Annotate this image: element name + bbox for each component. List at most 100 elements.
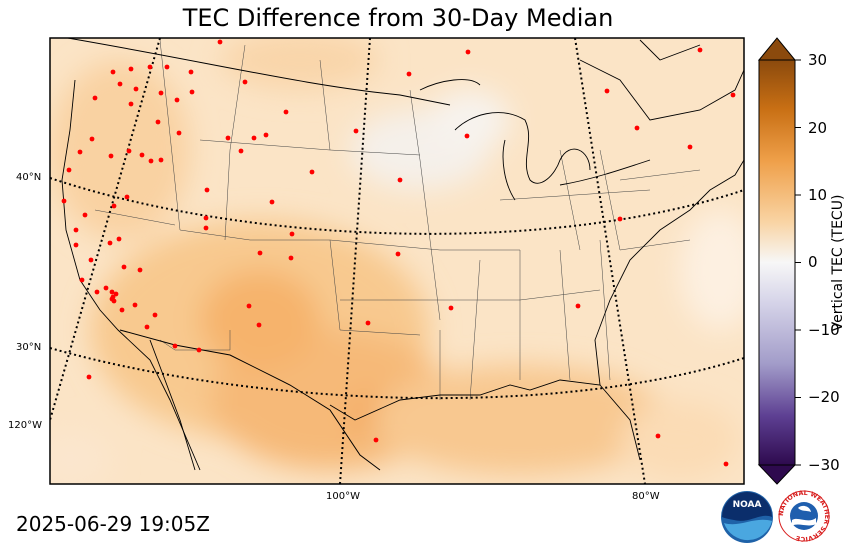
map-frame — [49, 37, 745, 485]
station-marker — [139, 152, 145, 158]
station-marker — [126, 148, 132, 154]
station-marker — [155, 119, 161, 125]
station-marker — [203, 215, 209, 221]
station-marker — [730, 92, 736, 98]
station-marker — [395, 251, 401, 257]
station-marker — [256, 322, 262, 328]
station-marker — [172, 343, 178, 349]
station-marker — [94, 289, 100, 295]
station-marker — [128, 101, 134, 107]
lat-label-40n: 40°N — [16, 172, 42, 183]
station-marker — [288, 255, 294, 261]
station-marker — [73, 227, 79, 233]
station-marker — [176, 130, 182, 136]
station-marker — [121, 264, 127, 270]
chart-title: TEC Difference from 30-Day Median — [182, 4, 614, 32]
station-marker — [113, 291, 119, 297]
station-marker — [617, 216, 623, 222]
station-marker — [204, 187, 210, 193]
station-marker — [109, 289, 115, 295]
station-marker — [189, 89, 195, 95]
station-marker — [88, 257, 94, 263]
station-marker — [196, 347, 202, 353]
state-boundaries — [94, 39, 701, 401]
station-marker — [111, 203, 117, 209]
station-marker — [353, 128, 359, 134]
lat-label-30n: 30°N — [16, 342, 42, 353]
station-marker — [263, 132, 269, 138]
station-marker — [448, 305, 454, 311]
station-marker — [246, 303, 252, 309]
station-marker — [225, 135, 231, 141]
colorbar-tick-30: 30 — [808, 51, 828, 69]
station-marker — [119, 307, 125, 313]
lon-label-120w: 120°W — [8, 420, 42, 431]
station-marker — [269, 199, 275, 205]
station-marker — [132, 302, 138, 308]
station-marker — [397, 177, 403, 183]
station-marker — [242, 79, 248, 85]
station-marker — [687, 144, 693, 150]
lon-label-100w: 100°W — [326, 491, 360, 502]
timestamp: 2025-06-29 19:05Z — [16, 512, 210, 536]
noaa-logo-icon: NOAA — [721, 491, 773, 543]
colorbar-tick-0: 0 — [808, 253, 818, 271]
station-marker — [117, 81, 123, 87]
station-marker — [251, 135, 257, 141]
station-marker — [147, 64, 153, 70]
coastlines — [61, 39, 744, 471]
graticule — [50, 38, 744, 484]
station-marker — [137, 267, 143, 273]
station-marker — [257, 250, 263, 256]
station-marker — [289, 231, 295, 237]
station-marker — [309, 169, 315, 175]
us-canada-border — [64, 38, 451, 106]
colorbar-tick-neg20: −20 — [808, 388, 840, 406]
station-marker — [634, 125, 640, 131]
station-marker — [164, 64, 170, 70]
station-marker — [77, 149, 83, 155]
station-marker — [86, 374, 92, 380]
station-marker — [188, 69, 194, 75]
station-marker — [655, 433, 661, 439]
station-marker — [575, 303, 581, 309]
station-markers — [61, 39, 736, 467]
station-marker — [697, 47, 703, 53]
station-marker — [203, 225, 209, 231]
colorbar-label: Vertical TEC (TECU) — [830, 194, 846, 332]
station-marker — [73, 242, 79, 248]
station-marker — [406, 71, 412, 77]
station-marker — [604, 88, 610, 94]
station-marker — [133, 86, 139, 92]
station-marker — [110, 69, 116, 75]
station-marker — [92, 95, 98, 101]
station-marker — [144, 324, 150, 330]
station-marker — [107, 240, 113, 246]
station-marker — [464, 133, 470, 139]
station-marker — [723, 461, 729, 467]
station-marker — [148, 158, 154, 164]
station-marker — [124, 194, 130, 200]
tec-field — [50, 38, 744, 484]
station-marker — [82, 212, 88, 218]
noaa-logo-text: NOAA — [733, 500, 762, 510]
station-marker — [158, 90, 164, 96]
colorbar-tick-10: 10 — [808, 186, 828, 204]
station-marker — [238, 148, 244, 154]
station-marker — [174, 97, 180, 103]
station-marker — [103, 285, 109, 291]
station-marker — [89, 136, 95, 142]
station-marker — [217, 39, 223, 45]
station-marker — [61, 198, 67, 204]
station-marker — [66, 167, 72, 173]
station-marker — [111, 298, 117, 304]
station-marker — [79, 277, 85, 283]
station-marker — [465, 49, 471, 55]
station-marker — [365, 320, 371, 326]
station-marker — [116, 236, 122, 242]
station-marker — [152, 312, 158, 318]
station-marker — [283, 109, 289, 115]
lon-label-80w: 80°W — [632, 491, 660, 502]
station-marker — [373, 437, 379, 443]
